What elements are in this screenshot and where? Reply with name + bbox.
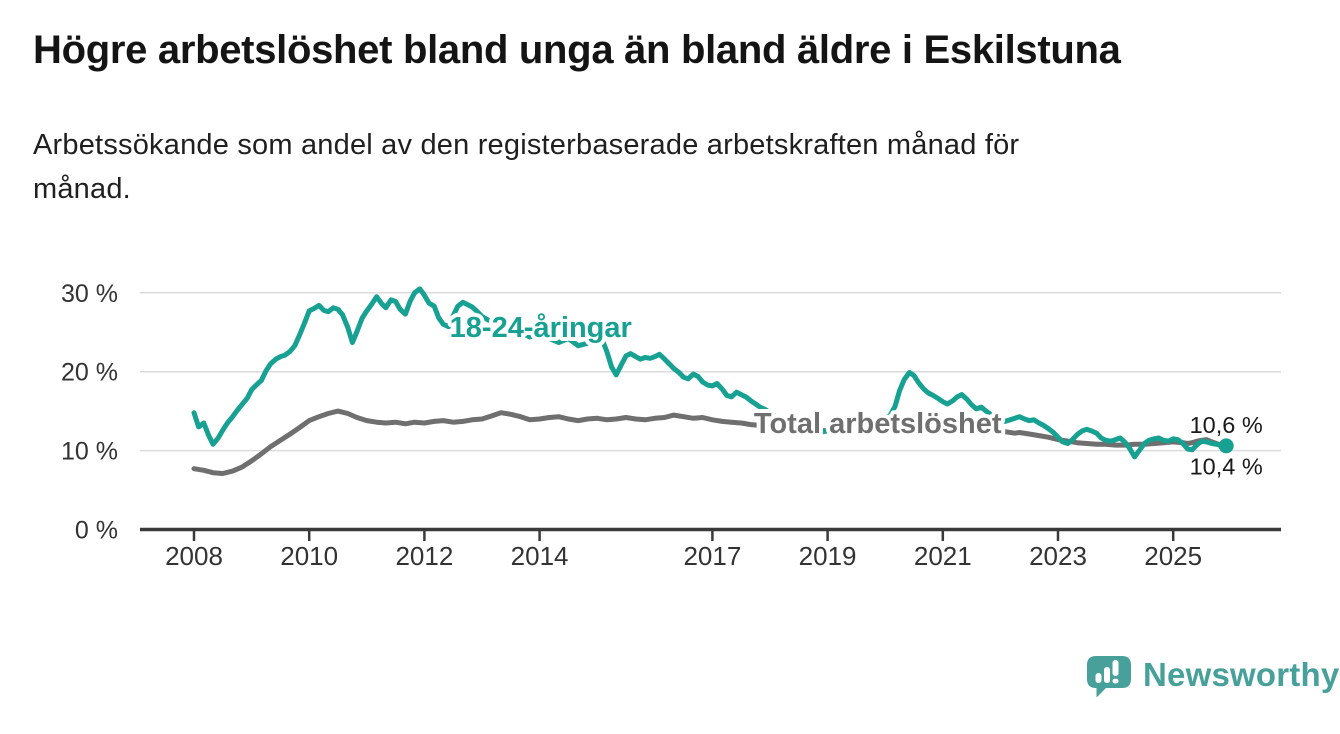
series-inline-label: 18-24-åringar xyxy=(450,312,632,344)
x-tick-label: 2019 xyxy=(799,541,857,571)
y-tick-label: 10 % xyxy=(61,438,118,466)
y-tick-label: 30 % xyxy=(61,280,118,308)
page-title: Högre arbetslöshet bland unga än bland ä… xyxy=(33,28,1121,72)
end-value-label: 10,4 % xyxy=(1190,453,1263,479)
x-tick-label: 2023 xyxy=(1029,541,1087,571)
series-line-total xyxy=(191,408,1229,476)
x-tick-label: 2021 xyxy=(914,541,972,571)
series-inline-label: Total arbetslöshet xyxy=(754,408,1002,440)
x-tick-label: 2025 xyxy=(1144,541,1202,571)
y-tick-label: 0 % xyxy=(75,517,118,545)
newsworthy-wordmark: Newsworthy xyxy=(1143,656,1340,693)
newsworthy-logo: Newsworthy xyxy=(1085,651,1339,699)
newsworthy-bubble-chart-icon xyxy=(1087,656,1131,698)
x-tick-label: 2012 xyxy=(395,541,453,571)
latest-value-dot xyxy=(1218,438,1234,454)
x-tick-label: 2017 xyxy=(683,541,741,571)
end-value-label: 10,6 % xyxy=(1190,412,1263,438)
y-tick-label: 20 % xyxy=(61,359,118,387)
chart-subtitle: Arbetssökande som andel av den registerb… xyxy=(33,129,1020,205)
x-tick-label: 2008 xyxy=(165,541,223,571)
series-line-young xyxy=(191,286,1229,460)
x-tick-label: 2010 xyxy=(280,541,338,571)
x-tick-label: 2014 xyxy=(511,541,569,571)
